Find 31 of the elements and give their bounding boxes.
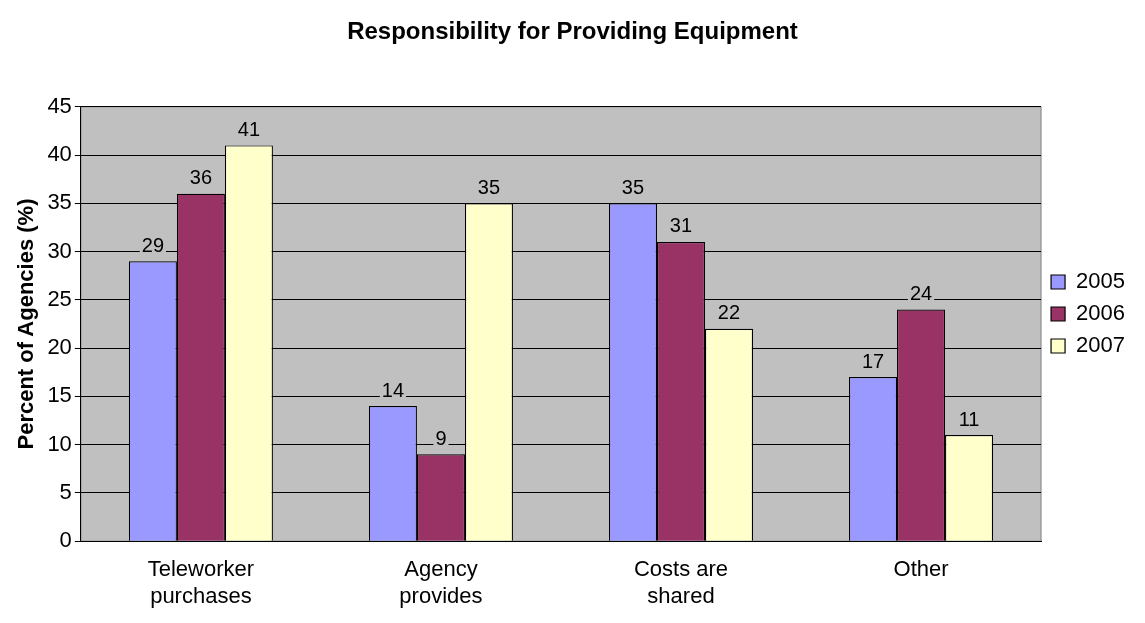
y-tick-label: 10 — [47, 430, 72, 456]
y-tick-label: 35 — [47, 189, 72, 215]
data-label: 35 — [477, 175, 501, 198]
legend-label: 2007 — [1076, 332, 1126, 358]
legend-label: 2005 — [1076, 268, 1126, 294]
y-tick-label: 5 — [59, 479, 72, 504]
data-label: 36 — [189, 166, 213, 189]
y-tick-label: 15 — [47, 382, 72, 408]
y-axis-title: Percent of Agencies (%) — [13, 198, 39, 450]
legend-label: 2006 — [1076, 300, 1126, 326]
data-label: 29 — [141, 233, 165, 256]
y-tick-label: 40 — [47, 141, 72, 167]
data-label: 9 — [435, 426, 447, 449]
x-tick-label: Agency provides — [399, 556, 483, 608]
y-tick-label: 45 — [47, 92, 72, 118]
chart-title: Responsibility for Providing Equipment — [347, 17, 798, 45]
data-label: 17 — [861, 349, 885, 372]
data-label: 31 — [669, 214, 693, 237]
y-tick-label: 25 — [47, 285, 72, 311]
data-label: 35 — [621, 175, 645, 198]
data-label: 24 — [909, 282, 933, 305]
x-tick-label: Teleworker purchases — [147, 556, 255, 608]
data-label: 41 — [237, 117, 261, 140]
data-label: 22 — [717, 301, 741, 324]
y-tick-label: 20 — [47, 334, 72, 360]
y-tick-label: 30 — [47, 237, 72, 263]
data-label: 14 — [381, 378, 405, 401]
data-label: 11 — [958, 407, 980, 430]
y-tick-label: 0 — [59, 527, 72, 553]
x-tick-label: Other — [893, 556, 949, 582]
x-tick-label: Costs are shared — [633, 556, 729, 608]
